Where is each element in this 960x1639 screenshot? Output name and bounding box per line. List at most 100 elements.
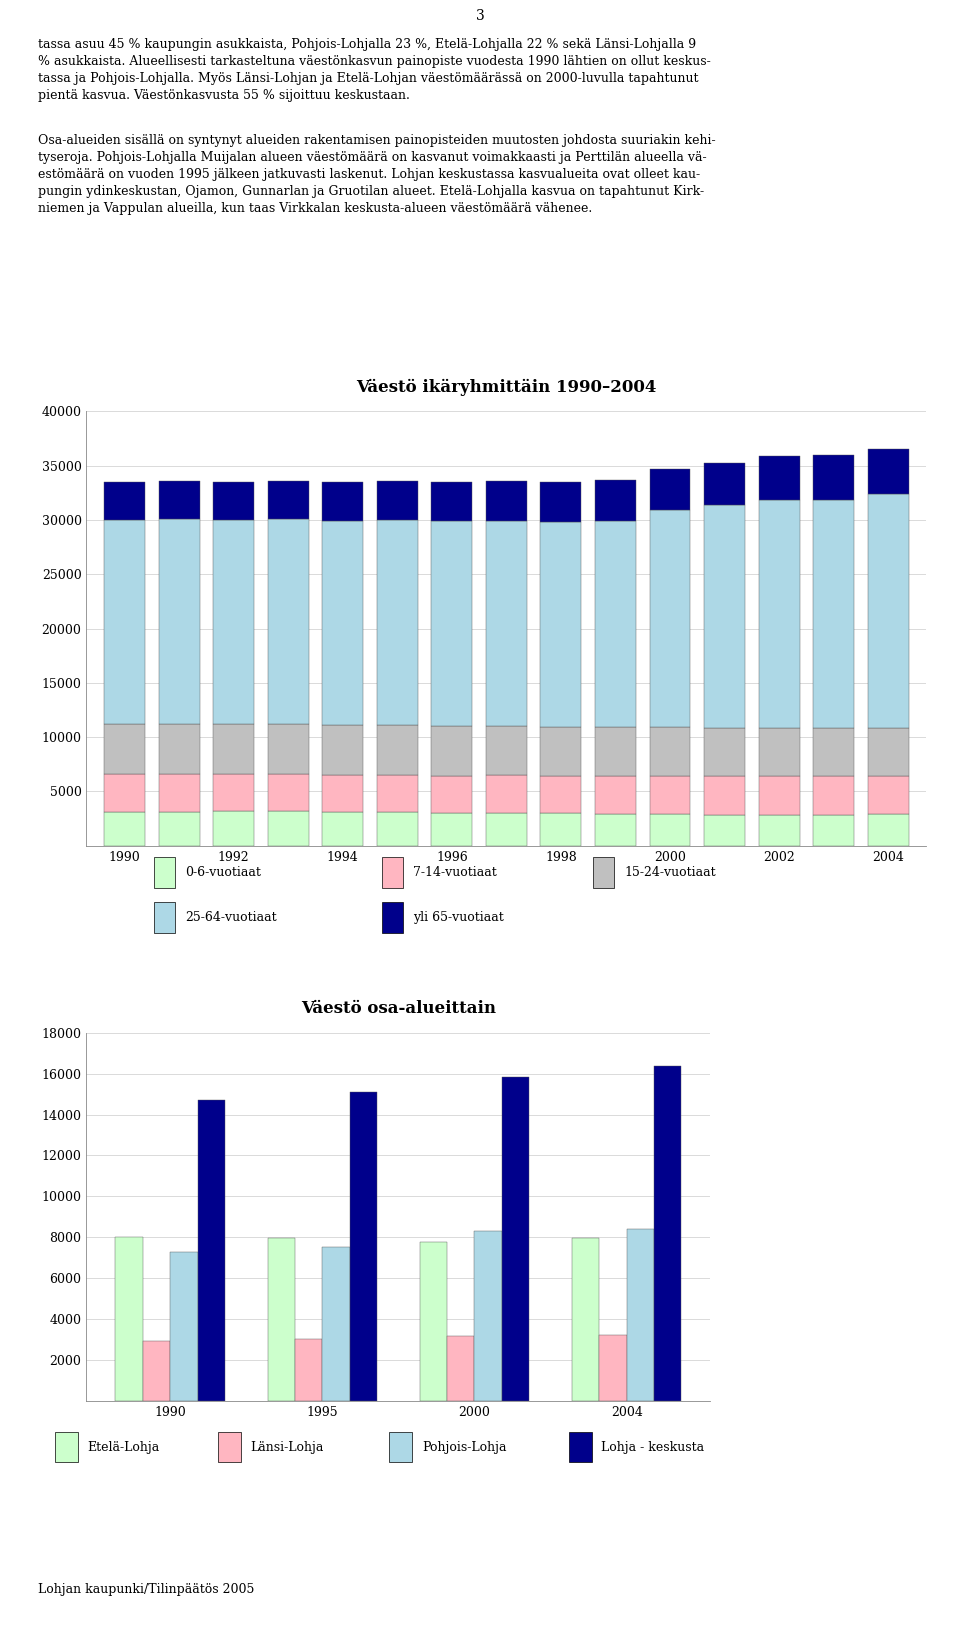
Bar: [486, 521, 527, 726]
Bar: [323, 1247, 349, 1401]
Bar: [143, 1341, 170, 1401]
Bar: [323, 482, 363, 521]
Title: Väestö osa-alueittain: Väestö osa-alueittain: [300, 1000, 496, 1018]
Bar: [158, 774, 200, 811]
Bar: [213, 482, 254, 520]
Bar: [813, 815, 854, 846]
Text: 25-64-vuotiaat: 25-64-vuotiaat: [185, 911, 276, 924]
Bar: [813, 775, 854, 815]
Bar: [704, 815, 745, 846]
Bar: [868, 815, 909, 846]
Bar: [268, 482, 309, 520]
Bar: [595, 521, 636, 726]
Text: yli 65-vuotiaat: yli 65-vuotiaat: [414, 911, 504, 924]
Bar: [758, 775, 800, 815]
Bar: [868, 495, 909, 728]
Bar: [377, 520, 418, 724]
Bar: [595, 775, 636, 813]
Bar: [431, 775, 472, 813]
Bar: [593, 857, 614, 888]
Bar: [213, 520, 254, 724]
Bar: [213, 811, 254, 846]
Text: 15-24-vuotiaat: 15-24-vuotiaat: [625, 865, 716, 879]
Bar: [170, 1252, 198, 1401]
Bar: [377, 811, 418, 846]
Bar: [323, 811, 363, 846]
Bar: [704, 505, 745, 728]
Bar: [813, 500, 854, 728]
Bar: [268, 811, 309, 846]
Text: Osa-alueiden sisällä on syntynyt alueiden rakentamisen painopisteiden muutosten : Osa-alueiden sisällä on syntynyt alueide…: [38, 134, 716, 215]
Bar: [115, 1237, 143, 1401]
Bar: [377, 482, 418, 520]
Bar: [599, 1334, 627, 1401]
Bar: [323, 521, 363, 724]
Bar: [568, 1432, 591, 1462]
Bar: [704, 462, 745, 505]
Bar: [104, 811, 145, 846]
Bar: [650, 815, 690, 846]
Bar: [268, 723, 309, 774]
Bar: [868, 728, 909, 775]
Bar: [158, 520, 200, 723]
Bar: [158, 482, 200, 520]
Bar: [377, 724, 418, 775]
Bar: [154, 901, 175, 934]
Bar: [758, 815, 800, 846]
Bar: [104, 724, 145, 774]
Bar: [540, 775, 582, 813]
Bar: [627, 1229, 654, 1401]
Bar: [650, 510, 690, 728]
Bar: [650, 728, 690, 777]
Text: Pohjois-Lohja: Pohjois-Lohja: [422, 1441, 507, 1454]
Bar: [431, 482, 472, 521]
Bar: [540, 813, 582, 846]
Bar: [104, 774, 145, 811]
Bar: [572, 1239, 599, 1401]
Bar: [377, 775, 418, 811]
Bar: [390, 1432, 412, 1462]
Bar: [595, 480, 636, 521]
Bar: [198, 1100, 225, 1401]
Bar: [295, 1339, 323, 1401]
Bar: [758, 456, 800, 500]
Bar: [158, 811, 200, 846]
Text: tassa asuu 45 % kaupungin asukkaista, Pohjois-Lohjalla 23 %, Etelä-Lohjalla 22 %: tassa asuu 45 % kaupungin asukkaista, Po…: [38, 38, 711, 102]
Bar: [213, 724, 254, 774]
Bar: [540, 726, 582, 775]
Bar: [650, 777, 690, 815]
Bar: [868, 449, 909, 495]
Bar: [704, 728, 745, 777]
Bar: [758, 500, 800, 728]
Bar: [654, 1067, 682, 1401]
Text: Länsi-Lohja: Länsi-Lohja: [251, 1441, 324, 1454]
Bar: [704, 777, 745, 815]
Text: Lohja - keskusta: Lohja - keskusta: [601, 1441, 705, 1454]
Text: Etelä-Lohja: Etelä-Lohja: [87, 1441, 159, 1454]
Bar: [213, 774, 254, 811]
Bar: [323, 775, 363, 811]
Bar: [540, 521, 582, 726]
Bar: [349, 1092, 377, 1401]
Bar: [268, 1239, 295, 1401]
Bar: [154, 857, 175, 888]
Text: Lohjan kaupunki/Tilinpäätös 2005: Lohjan kaupunki/Tilinpäätös 2005: [38, 1583, 254, 1596]
Text: 0-6-vuotiaat: 0-6-vuotiaat: [185, 865, 261, 879]
Text: 7-14-vuotiaat: 7-14-vuotiaat: [414, 865, 497, 879]
Bar: [268, 774, 309, 811]
Bar: [650, 469, 690, 510]
Bar: [540, 482, 582, 521]
Bar: [431, 521, 472, 726]
Bar: [474, 1231, 502, 1401]
Bar: [486, 726, 527, 775]
Text: 3: 3: [475, 10, 485, 23]
Bar: [104, 520, 145, 724]
Bar: [486, 775, 527, 813]
Bar: [382, 857, 403, 888]
Bar: [382, 901, 403, 934]
Bar: [218, 1432, 241, 1462]
Bar: [55, 1432, 78, 1462]
Bar: [595, 813, 636, 846]
Bar: [158, 723, 200, 774]
Bar: [420, 1242, 447, 1401]
